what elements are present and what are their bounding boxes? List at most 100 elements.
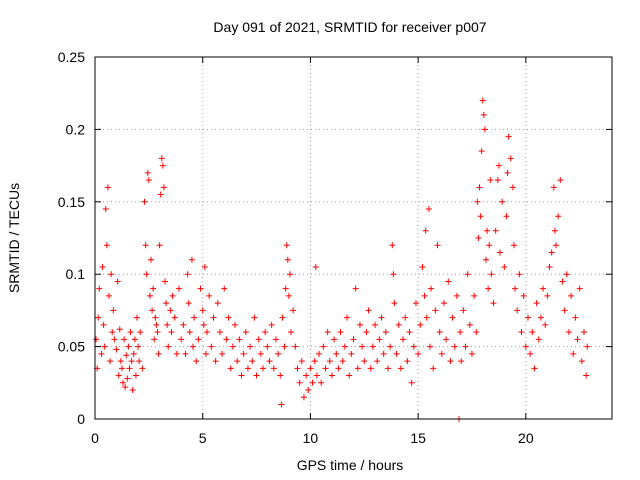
data-point — [229, 343, 236, 350]
data-point — [402, 314, 409, 321]
data-point — [485, 285, 492, 292]
y-tick-label: 0.25 — [58, 49, 85, 65]
data-point — [162, 278, 169, 285]
data-point — [464, 271, 471, 278]
data-point — [146, 292, 153, 299]
data-point — [168, 329, 175, 336]
data-point — [503, 213, 510, 220]
data-point — [570, 350, 577, 357]
data-point — [400, 336, 407, 343]
data-point — [313, 372, 320, 379]
data-point — [524, 314, 531, 321]
data-point — [238, 372, 245, 379]
data-point — [425, 206, 432, 213]
data-point — [125, 343, 132, 350]
data-point — [350, 336, 357, 343]
data-point — [422, 227, 429, 234]
data-point — [451, 343, 458, 350]
data-point — [542, 321, 549, 328]
data-point — [167, 307, 174, 314]
data-point — [141, 198, 148, 205]
data-point — [428, 285, 435, 292]
data-point — [270, 365, 277, 372]
data-point — [132, 372, 139, 379]
data-point — [482, 256, 489, 263]
data-point — [130, 350, 137, 357]
data-point — [93, 336, 100, 343]
data-point — [127, 329, 134, 336]
data-point — [421, 292, 428, 299]
data-point — [257, 350, 264, 357]
data-point — [346, 372, 353, 379]
x-tick-label: 15 — [410, 430, 426, 446]
data-point — [154, 329, 161, 336]
data-point — [514, 307, 521, 314]
data-point — [99, 263, 106, 270]
data-point — [548, 249, 555, 256]
data-point — [107, 358, 114, 365]
data-point — [512, 285, 519, 292]
data-point — [495, 162, 502, 169]
data-point — [324, 329, 331, 336]
data-point — [453, 292, 460, 299]
data-point — [111, 336, 118, 343]
data-point — [275, 350, 282, 357]
data-point — [212, 358, 219, 365]
data-point — [546, 263, 553, 270]
y-tick-label: 0.15 — [58, 194, 85, 210]
data-point — [186, 329, 193, 336]
data-point — [182, 350, 189, 357]
data-points — [93, 97, 591, 422]
data-point — [121, 336, 128, 343]
data-point — [544, 292, 551, 299]
data-point — [578, 358, 585, 365]
y-tick-labels: 0 0.05 0.1 0.15 0.2 0.25 — [58, 49, 85, 427]
data-point — [580, 329, 587, 336]
axis-ticks — [94, 56, 612, 420]
data-point — [565, 329, 572, 336]
data-point — [163, 300, 170, 307]
data-point — [333, 350, 340, 357]
data-point — [372, 321, 379, 328]
data-point — [449, 314, 456, 321]
x-axis-label: GPS time / hours — [297, 457, 404, 473]
data-point — [390, 271, 397, 278]
data-point — [337, 329, 344, 336]
data-point — [430, 365, 437, 372]
data-point — [232, 321, 239, 328]
data-point — [240, 350, 247, 357]
data-point — [359, 343, 366, 350]
data-point — [382, 329, 389, 336]
data-point — [561, 307, 568, 314]
data-point — [384, 365, 391, 372]
data-point — [391, 300, 398, 307]
data-point — [268, 321, 275, 328]
y-tick-label: 0.2 — [66, 121, 86, 137]
data-point — [197, 285, 204, 292]
data-point — [457, 329, 464, 336]
data-point — [505, 133, 512, 140]
data-point — [264, 343, 271, 350]
data-point — [540, 285, 547, 292]
data-point — [443, 336, 450, 343]
data-point — [354, 365, 361, 372]
data-point — [242, 329, 249, 336]
data-point — [488, 271, 495, 278]
data-point — [103, 242, 110, 249]
data-point — [272, 336, 279, 343]
data-point — [204, 329, 211, 336]
data-point — [152, 314, 159, 321]
data-point — [516, 271, 523, 278]
data-point — [476, 184, 483, 191]
x-tick-label: 5 — [199, 430, 207, 446]
data-point — [118, 365, 125, 372]
data-point — [106, 292, 113, 299]
data-point — [395, 321, 402, 328]
data-point — [533, 300, 540, 307]
data-point — [191, 314, 198, 321]
data-point — [473, 329, 480, 336]
data-point — [98, 350, 105, 357]
data-point — [374, 358, 381, 365]
data-point — [159, 162, 166, 169]
